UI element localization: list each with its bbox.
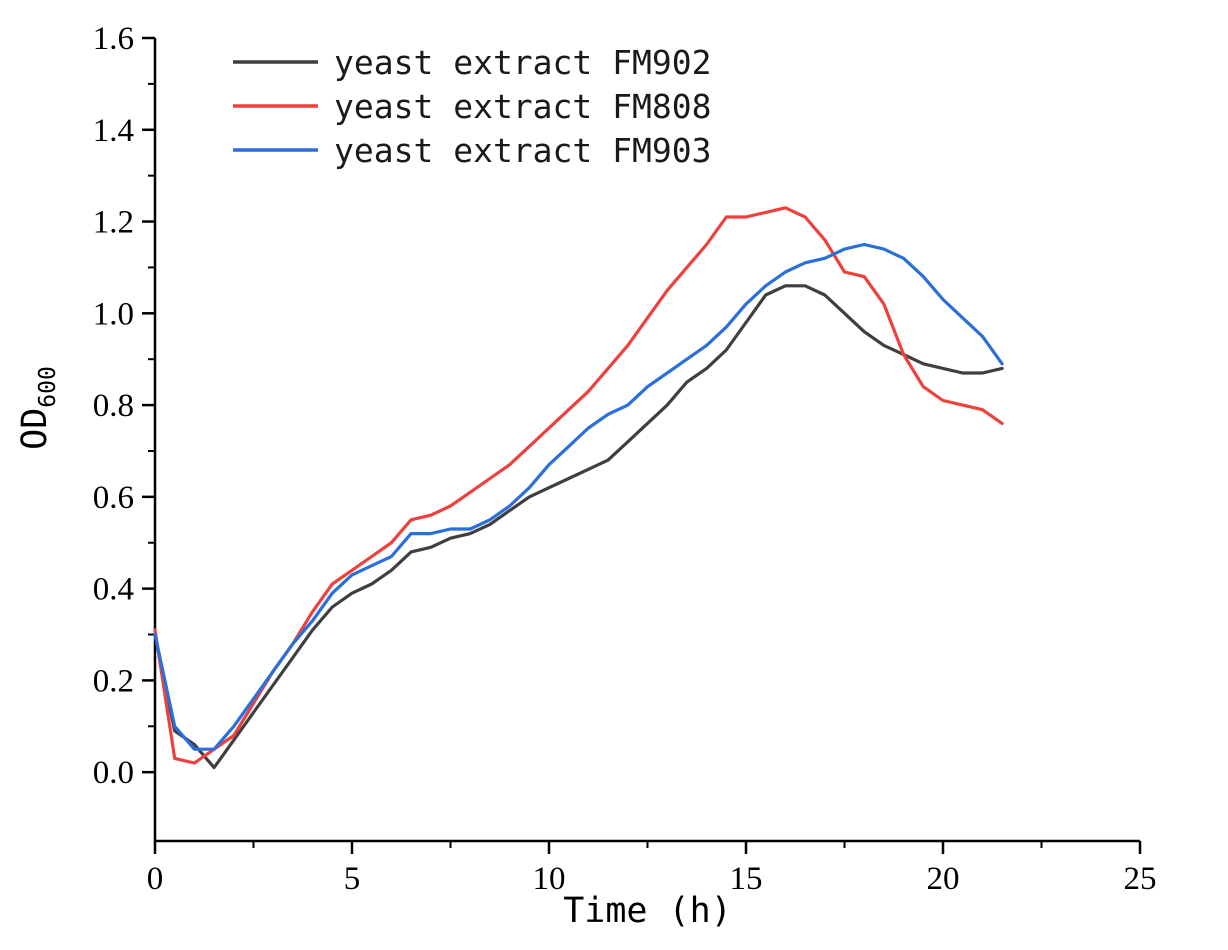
x-tick-label: 25 [1124, 861, 1157, 897]
y-tick-label: 1.4 [93, 113, 134, 149]
y-axis-label-subscript: 600 [35, 366, 61, 408]
y-tick-label: 1.2 [93, 205, 134, 241]
y-tick-label: 0.4 [93, 572, 134, 608]
y-tick-label: 1.6 [93, 21, 134, 57]
series-line-1 [153, 284, 1004, 770]
y-tick-label: 0.2 [93, 663, 134, 699]
legend-label-2: yeast extract FM808 [334, 87, 712, 126]
y-axis-label: OD600 [15, 366, 61, 450]
y-tick-label: 0.8 [93, 388, 134, 424]
y-tick-label: 0.0 [93, 755, 134, 791]
legend-label-3: yeast extract FM903 [334, 131, 712, 170]
x-tick-label: 0 [147, 861, 164, 897]
series-line-2 [153, 206, 1004, 765]
x-tick-label: 10 [533, 861, 566, 897]
y-tick-label: 1.0 [93, 296, 134, 332]
x-axis-label: Time (h) [563, 891, 732, 931]
legend-label-1: yeast extract FM902 [334, 43, 712, 82]
x-tick-label: 20 [927, 861, 960, 897]
series-line-3 [153, 242, 1004, 751]
x-tick-label: 15 [730, 861, 763, 897]
y-tick-label: 0.6 [93, 480, 134, 516]
x-tick-label: 5 [344, 861, 361, 897]
